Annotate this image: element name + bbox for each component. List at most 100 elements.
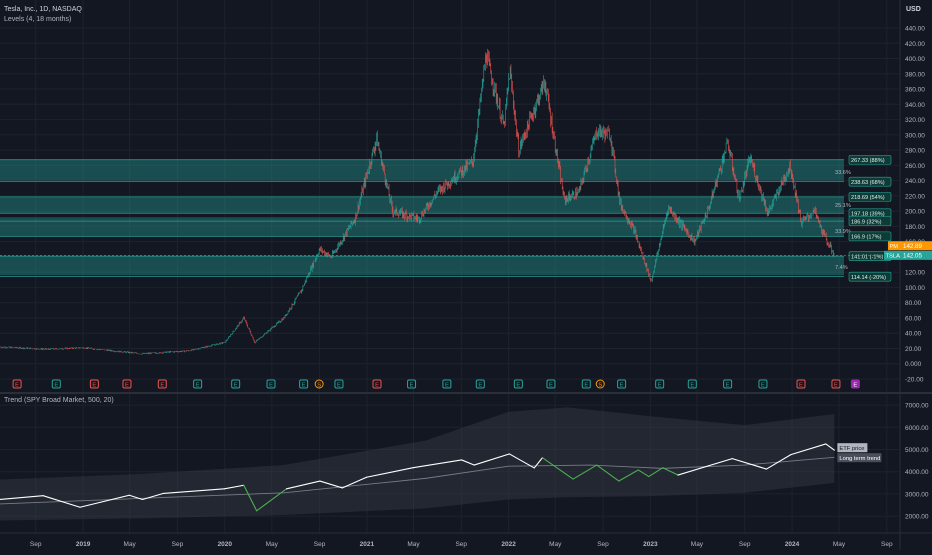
earnings-badge: E (723, 379, 733, 389)
badge-shape (546, 379, 556, 389)
earnings-badge: E (831, 379, 841, 389)
badge-letter: E (196, 383, 200, 389)
etf-label-bg (837, 443, 868, 453)
x-tick-label: 2019 (76, 541, 91, 548)
etf-line-segment (541, 457, 574, 480)
x-tick-label: Sep (172, 541, 184, 548)
level-zone (0, 256, 844, 276)
level-percent: 33.6% (835, 170, 851, 176)
etf-line-segment (256, 488, 288, 512)
trend-label: Long term trend (839, 456, 880, 462)
trend-label-bg (837, 453, 882, 463)
badge-shape (407, 379, 417, 389)
etf-line-segment (825, 443, 835, 451)
y-tick-label: 260.00 (905, 163, 925, 170)
y-tick-label: 320.00 (905, 117, 925, 124)
earnings-badge: E (299, 379, 309, 389)
earnings-badge: E (581, 379, 591, 389)
etf-line-segment (128, 494, 144, 501)
etf-line-segment (662, 467, 679, 476)
etf-line-segment (533, 457, 543, 469)
x-tick-label: Sep (30, 541, 42, 548)
y-tick-label: 120.00 (905, 270, 925, 277)
earnings-badge: E (687, 379, 697, 389)
badge-shape (723, 379, 733, 389)
etf-line-segment (461, 459, 475, 466)
badge-shape (299, 379, 309, 389)
indicator-legend[interactable]: Levels (4, 18 months) (4, 16, 72, 23)
badge-shape (655, 379, 665, 389)
badge-letter: E (54, 383, 58, 389)
etf-line-segment (365, 467, 414, 478)
etf-line-segment (141, 492, 164, 501)
last-price-symbol-bg (884, 250, 900, 260)
x-tick-label: May (124, 541, 137, 548)
etf-line-segment (0, 495, 44, 501)
earnings-badge: E (617, 379, 627, 389)
badge-letter: E (125, 383, 129, 389)
symbol-legend[interactable]: Tesla, Inc., 1D, NASDAQ (4, 6, 82, 13)
badge-letter: E (478, 383, 482, 389)
badge-shape (475, 379, 485, 389)
subpane-legend[interactable]: Trend (SPY Broad Market, 500, 20) (4, 397, 114, 404)
y-tick-label: 300.00 (905, 132, 925, 139)
y-tick-label: 60.00 (905, 315, 922, 322)
badge-shape (442, 379, 452, 389)
earnings-badge: E (796, 379, 806, 389)
x-tick-label: May (691, 541, 704, 548)
badge-letter: E (690, 383, 694, 389)
earnings-badge: E (850, 379, 860, 389)
x-tick-label: May (833, 541, 846, 548)
earnings-badge: E (266, 379, 276, 389)
etf-label: ETF price (839, 446, 864, 452)
last-price-symbol: TSLA (886, 254, 901, 260)
etf-line-segment (341, 476, 368, 489)
badge-letter: E (160, 383, 164, 389)
x-tick-label: 2022 (501, 541, 516, 548)
etf-line-segment (637, 469, 650, 478)
candles (0, 48, 835, 355)
earnings-badge: E (334, 379, 344, 389)
y-tick-label: 20.00 (905, 346, 922, 353)
level-label: 197.18 (39%) (851, 211, 885, 217)
earnings-badge: E (157, 379, 167, 389)
level-percent: 7.4% (835, 265, 848, 271)
etf-line-segment (42, 495, 81, 508)
badge-shape (193, 379, 203, 389)
badge-shape (372, 379, 382, 389)
sub-y-tick-label: 4000.00 (905, 469, 929, 476)
level-zone (0, 159, 844, 181)
badge-letter: E (375, 383, 379, 389)
level-label: 186.9 (32%) (851, 219, 882, 225)
badge-shape (89, 379, 99, 389)
y-tick-label: 200.00 (905, 209, 925, 216)
sub-y-tick-label: 3000.00 (905, 491, 929, 498)
earnings-badge: E (513, 379, 523, 389)
etf-line-segment (731, 458, 767, 470)
etf-line-segment (648, 467, 664, 478)
badge-shape (850, 379, 860, 389)
badge-letter: S (598, 383, 602, 389)
badge-letter: E (516, 383, 520, 389)
badge-letter: E (658, 383, 662, 389)
prev-close-tag: PM (890, 244, 899, 250)
y-tick-label: 220.00 (905, 193, 925, 200)
badge-shape (122, 379, 132, 389)
x-tick-label: Sep (455, 541, 467, 548)
x-tick-label: 2023 (643, 541, 658, 548)
etf-line-segment (162, 488, 225, 495)
sub-y-tick-label: 5000.00 (905, 447, 929, 454)
currency-label[interactable]: USD (906, 6, 921, 13)
level-label: 166.9 (17%) (851, 235, 882, 241)
badge-letter: E (761, 383, 765, 389)
prev-close-bg (900, 241, 932, 251)
split-badge: S (595, 379, 605, 389)
y-tick-label: 280.00 (905, 148, 925, 155)
y-tick-label: 340.00 (905, 102, 925, 109)
y-tick-label: -20.00 (905, 377, 924, 384)
y-tick-label: 400.00 (905, 56, 925, 63)
badge-letter: E (834, 383, 838, 389)
badge-shape (12, 379, 22, 389)
